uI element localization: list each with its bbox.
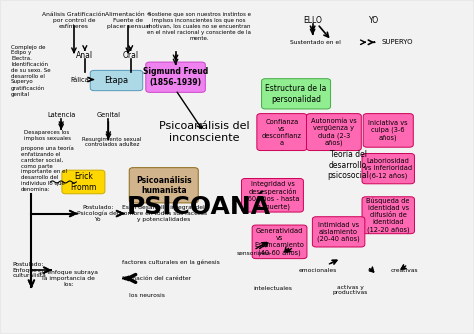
Text: Latencia: Latencia [47, 113, 75, 119]
Text: Complejo de
Edipo y
Electra.
Identificación
de su sexo. Se
desarrollo el
Superyo: Complejo de Edipo y Electra. Identificac… [11, 44, 51, 97]
FancyBboxPatch shape [362, 154, 414, 184]
Text: Su enfoque subraya
la importancia de
los:: Su enfoque subraya la importancia de los… [38, 270, 98, 287]
Text: Anal: Anal [76, 51, 93, 60]
Text: Intimidad vs
aislamiento
(20-40 años): Intimidad vs aislamiento (20-40 años) [317, 222, 360, 242]
Text: Resurgimiento sexual
controlados adultez: Resurgimiento sexual controlados adultez [82, 137, 141, 147]
Text: SUPERYO: SUPERYO [382, 39, 413, 45]
Text: YO: YO [369, 16, 379, 25]
Text: Fálica: Fálica [70, 76, 89, 82]
Text: activas y
productivas: activas y productivas [333, 285, 368, 296]
Text: ELLO: ELLO [303, 16, 322, 25]
Text: creativas: creativas [391, 268, 419, 273]
FancyBboxPatch shape [257, 114, 307, 151]
Text: formación del carédter: formación del carédter [122, 276, 191, 281]
FancyBboxPatch shape [307, 114, 361, 151]
Text: emocionales: emocionales [298, 268, 337, 273]
Text: Alimentación =
Fuente de
placer sensual: Alimentación = Fuente de placer sensual [105, 12, 152, 29]
Text: Psicoanálisis
humanista: Psicoanálisis humanista [136, 176, 191, 195]
Text: Integridad vs
desesperación
(60 años - hasta
la muerte): Integridad vs desesperación (60 años - h… [245, 181, 300, 210]
Text: Generatividad
vs
Estancamiento
(40-60 años): Generatividad vs Estancamiento (40-60 añ… [255, 228, 304, 256]
FancyBboxPatch shape [312, 217, 365, 247]
Text: Sigmund Freud
(1856-1939): Sigmund Freud (1856-1939) [143, 67, 208, 87]
FancyBboxPatch shape [129, 168, 198, 203]
Text: Análisis Gratificación
por control de
esfínteres: Análisis Gratificación por control de es… [42, 12, 106, 29]
FancyBboxPatch shape [252, 225, 307, 259]
Text: Sostiene que son nuestros instintos e
implsos inconscientes los que nos
motivan,: Sostiene que son nuestros instintos e im… [147, 12, 251, 40]
Text: Genital: Genital [96, 113, 120, 119]
Text: Autonomía vs
vergüenza y
duda (2-3
años): Autonomía vs vergüenza y duda (2-3 años) [311, 118, 357, 146]
Text: factores culturales en la génesis: factores culturales en la génesis [122, 259, 220, 265]
Text: Erick
Fromm: Erick Fromm [70, 172, 97, 192]
Text: Postulado:
Psicología del
Yo: Postulado: Psicología del Yo [77, 205, 118, 222]
Text: Laboriosidad
vs inferioridad
(6-12 años): Laboriosidad vs inferioridad (6-12 años) [364, 158, 412, 179]
Text: Oral: Oral [123, 51, 139, 60]
Text: Confianza
vs
desconfianz
a: Confianza vs desconfianz a [262, 119, 302, 146]
FancyBboxPatch shape [241, 178, 303, 212]
Text: Desapareces los
implsos sexuales: Desapareces los implsos sexuales [24, 130, 71, 141]
Text: Teoría del
desarrollo
psicosocial: Teoría del desarrollo psicosocial [327, 150, 369, 180]
Text: Búsqueda de
identidad vs
difusión de
identidad
(12-20 años): Búsqueda de identidad vs difusión de ide… [366, 198, 410, 233]
Text: Postulado:
Enfoque
culturalista: Postulado: Enfoque culturalista [12, 262, 46, 279]
Text: Etapa: Etapa [104, 76, 128, 85]
Text: Sustentado en el: Sustentado en el [290, 40, 340, 45]
FancyBboxPatch shape [262, 79, 330, 109]
FancyBboxPatch shape [62, 170, 105, 194]
Text: Estructura de la
personalidad: Estructura de la personalidad [265, 84, 327, 104]
Text: propone una teoría
enfatizando el
cardcter social,
como parte
importante en el
d: propone una teoría enfatizando el cardct… [20, 146, 73, 192]
Text: sensoriales: sensoriales [237, 251, 271, 256]
Text: Psicoanálisis del
inconsciente: Psicoanálisis del inconsciente [159, 121, 249, 143]
FancyBboxPatch shape [362, 197, 414, 234]
Text: PSICOANÁ: PSICOANÁ [127, 195, 271, 219]
Text: intelectuales: intelectuales [253, 286, 292, 291]
Text: Es el desarrollo integral del
hombre en todas sus facetas
y potencialidades: Es el desarrollo integral del hombre en … [120, 205, 207, 222]
FancyBboxPatch shape [363, 114, 413, 147]
FancyBboxPatch shape [90, 70, 143, 91]
Text: Iniciativa vs
culpa (3-6
años): Iniciativa vs culpa (3-6 años) [368, 120, 408, 141]
Text: los neurosis: los neurosis [129, 293, 165, 298]
FancyBboxPatch shape [146, 62, 205, 92]
